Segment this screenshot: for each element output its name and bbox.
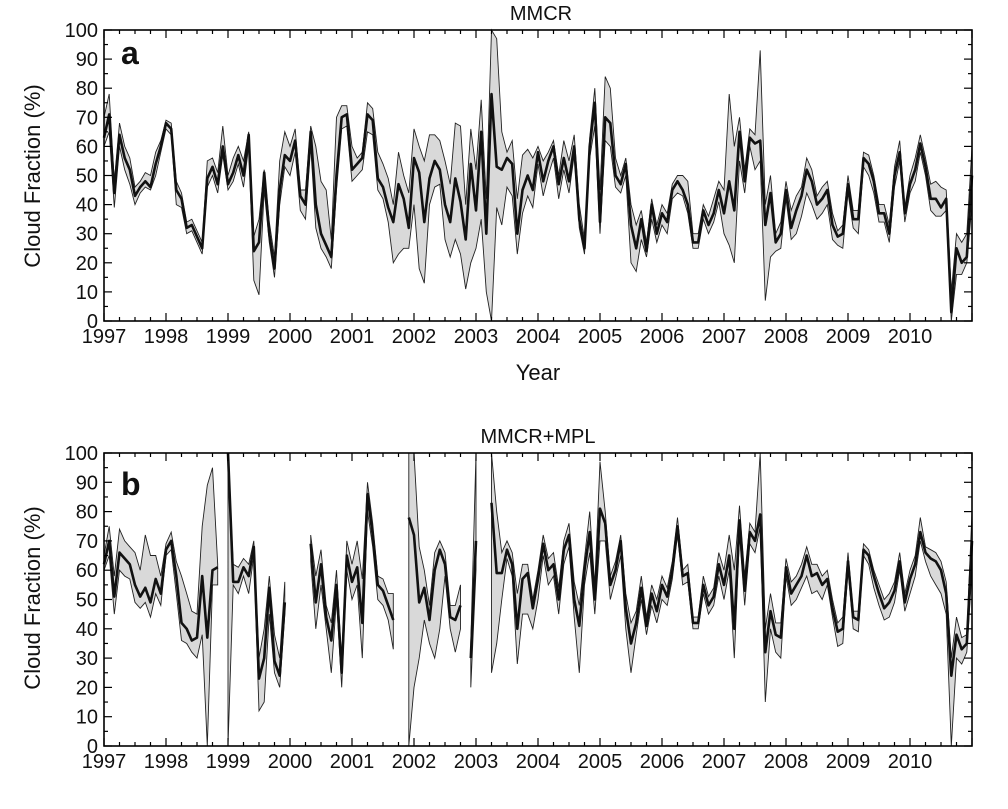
x-tick-label: 2006 [640,751,685,773]
x-tick-label: 2001 [330,326,375,348]
y-tick-label: 90 [76,49,98,71]
y-tick-label: 30 [76,224,98,246]
y-tick-label: 80 [76,502,98,524]
y-tick-label: 70 [76,107,98,129]
series-line [102,92,974,314]
series-line [226,452,287,680]
x-tick-label: 2009 [826,326,871,348]
series-line [309,492,395,675]
x-tick-label: 2002 [392,751,437,773]
uncertainty-band-layer [103,28,973,322]
y-tick-label: 50 [76,590,98,612]
y-tick-label: 90 [76,472,98,494]
panel-letter: a [121,35,139,71]
uncertainty-band-layer [103,452,973,747]
y-tick-label: 100 [65,443,98,465]
x-tick-label: 2005 [578,326,623,348]
y-tick-label: 40 [76,619,98,641]
x-tick-label: 2003 [454,326,499,348]
x-tick-label: 1999 [206,751,251,773]
x-tick-label: 2000 [268,326,313,348]
y-tick-label: 10 [76,282,98,304]
series-line [407,517,462,622]
x-tick-label: 1997 [82,326,127,348]
x-tick-label: 2002 [392,326,437,348]
x-tick-label: 1998 [144,326,189,348]
y-axis-label: Cloud Fraction (%) [20,506,45,689]
series-line [469,540,478,659]
series-line [102,539,219,642]
series-line [490,502,974,678]
x-tick-label: 2007 [702,326,747,348]
y-tick-label: 100 [65,20,98,42]
x-tick-label: 2004 [516,751,561,773]
x-tick-label: 2003 [454,751,499,773]
x-tick-label: 2007 [702,751,747,773]
series-line-layer [102,92,974,314]
uncertainty-band [103,28,973,322]
y-tick-label: 0 [87,736,98,758]
y-tick-label: 60 [76,560,98,582]
x-tick-label: 1998 [144,751,189,773]
uncertainty-band [408,452,461,747]
y-tick-label: 20 [76,253,98,275]
series-line-layer [102,452,974,680]
x-tick-label: 2006 [640,326,685,348]
x-tick-label: 2008 [764,751,809,773]
y-tick-label: 0 [87,311,98,333]
x-tick-label: 1999 [206,326,251,348]
y-tick-label: 30 [76,648,98,670]
y-tick-label: 20 [76,677,98,699]
x-axis-label: Year [516,360,560,385]
x-tick-label: 2004 [516,326,561,348]
x-tick-label: 2009 [826,751,871,773]
x-tick-label: 2010 [888,751,933,773]
y-tick-label: 10 [76,707,98,729]
x-tick-label: 2005 [578,751,623,773]
panel-mmcr-mpl: MMCR+MPL 1997 1998 1999 2000 2001 2002 2003 200… [20,426,974,773]
x-tick-label: 1997 [82,751,127,773]
panel-title: MMCR [510,3,572,25]
y-axis-label: Cloud Fraction (%) [20,84,45,267]
y-tick-label: 40 [76,195,98,217]
x-tick-label: 2008 [764,326,809,348]
x-tick-label: 2010 [888,326,933,348]
panel-letter: b [121,466,141,502]
y-tick-label: 60 [76,136,98,158]
y-tick-label: 50 [76,166,98,188]
y-tick-label: 80 [76,78,98,100]
x-tick-label: 2000 [268,751,313,773]
uncertainty-band [103,467,219,747]
axis-ticks: 1997 1998 1999 2000 2001 2002 2003 2004 2005 2006… [65,443,973,773]
x-tick-label: 2001 [330,751,375,773]
panel-mmcr: MMCR 1997 1998 1999 2000 2001 2002 2003 2004 200… [20,3,974,385]
panel-title: MMCR+MPL [480,426,595,448]
y-tick-label: 70 [76,531,98,553]
axis-ticks: 1997 1998 1999 2000 2001 2002 2003 2004 2005 2006… [65,20,973,348]
